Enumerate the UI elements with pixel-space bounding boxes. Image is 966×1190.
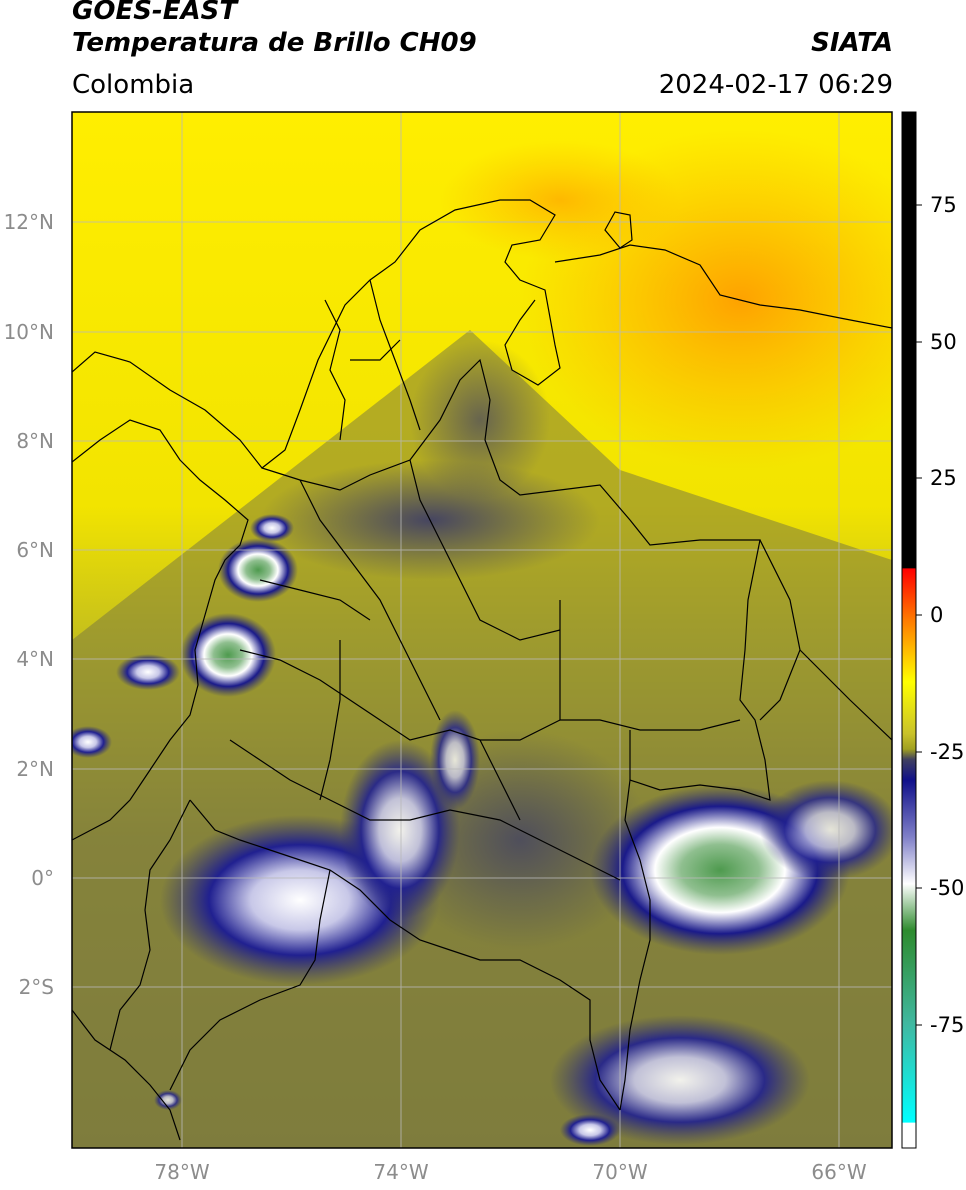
lat-label-6n: 6°N — [16, 538, 54, 562]
satellite-title: GOES-EAST — [72, 0, 238, 26]
satellite-imagery — [72, 112, 892, 1148]
colorbar-tick-minus75: -75 — [930, 1013, 965, 1037]
colorbar-tick-0: 0 — [930, 603, 944, 627]
region-label: Colombia — [72, 70, 195, 100]
colorbar-tick-minus50: -50 — [930, 876, 965, 900]
datetime-label: 2024-02-17 06:29 — [658, 70, 893, 100]
product-title: Temperatura de Brillo CH09 — [72, 28, 477, 58]
lat-label-0: 0° — [31, 866, 54, 890]
colorbar-tick-minus25: -25 — [930, 740, 965, 764]
lon-label-66w: 66°W — [811, 1160, 867, 1184]
lon-label-74w: 74°W — [373, 1160, 429, 1184]
lat-label-2s: 2°S — [18, 975, 54, 999]
lat-label-2n: 2°N — [16, 757, 54, 781]
colorbar-tick-25: 25 — [930, 466, 957, 490]
colorbar-tick-75: 75 — [930, 193, 957, 217]
colorbar-tick-50: 50 — [930, 330, 957, 354]
lat-label-4n: 4°N — [16, 647, 54, 671]
lat-label-12n: 12°N — [3, 210, 54, 234]
lon-label-70w: 70°W — [592, 1160, 648, 1184]
borders-coastlines — [72, 199, 892, 1141]
lat-label-10n: 10°N — [3, 320, 54, 344]
colorbar — [901, 111, 922, 1149]
graticule — [72, 112, 892, 1148]
lat-label-8n: 8°N — [16, 429, 54, 453]
lon-label-78w: 78°W — [154, 1160, 210, 1184]
agency-label: SIATA — [811, 28, 893, 58]
